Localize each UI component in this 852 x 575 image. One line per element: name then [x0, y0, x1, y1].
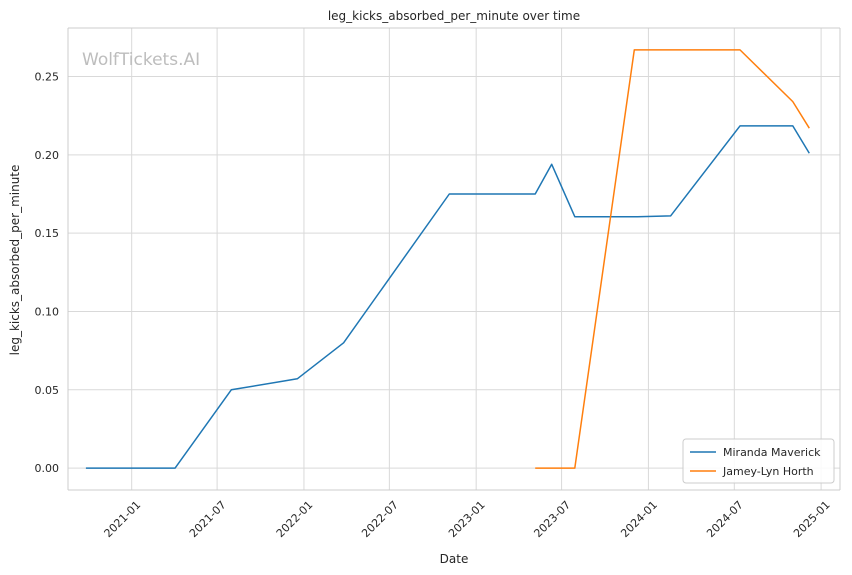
y-tick-label: 0.25: [35, 71, 60, 84]
y-tick-labels: 0.00 0.05 0.10 0.15 0.20 0.25: [35, 71, 60, 476]
x-tick-label: 2021-07: [187, 498, 229, 540]
x-tick-label: 2024-07: [704, 498, 746, 540]
y-tick-label: 0.05: [35, 384, 60, 397]
y-tick-label: 0.20: [35, 149, 60, 162]
x-gridlines: [131, 28, 822, 490]
x-tick-label: 2021-01: [102, 498, 144, 540]
plot-area: [68, 28, 840, 490]
legend-box: [682, 438, 835, 484]
legend-label: Miranda Maverick: [723, 446, 821, 459]
x-tick-label: 2022-07: [359, 498, 401, 540]
y-tick-label: 0.15: [35, 227, 60, 240]
x-tick-label: 2022-01: [274, 498, 316, 540]
legend-label: Jamey-Lyn Horth: [722, 465, 814, 478]
legend: Miranda Maverick Jamey-Lyn Horth: [682, 438, 835, 484]
plot-frame: [67, 27, 841, 491]
x-axis-title: Date: [440, 552, 469, 566]
x-tick-label: 2023-01: [446, 498, 488, 540]
y-tick-label: 0.10: [35, 305, 60, 318]
y-axis-title: leg_kicks_absorbed_per_minute: [8, 165, 22, 356]
x-tick-label: 2025-01: [791, 498, 833, 540]
series-line-miranda-maverick: [85, 125, 810, 469]
chart-title: leg_kicks_absorbed_per_minute over time: [328, 9, 580, 23]
series-line-jamey-lyn-horth: [535, 49, 810, 469]
watermark: WolfTickets.AI: [82, 50, 200, 70]
x-tick-labels: 2021-01 2021-07 2022-01 2022-07 2023-01 2023-…: [102, 498, 833, 540]
x-tick-label: 2024-01: [618, 498, 660, 540]
series-lines: [85, 49, 810, 469]
x-tick-label: 2023-07: [531, 498, 573, 540]
y-tick-label: 0.00: [35, 462, 60, 475]
